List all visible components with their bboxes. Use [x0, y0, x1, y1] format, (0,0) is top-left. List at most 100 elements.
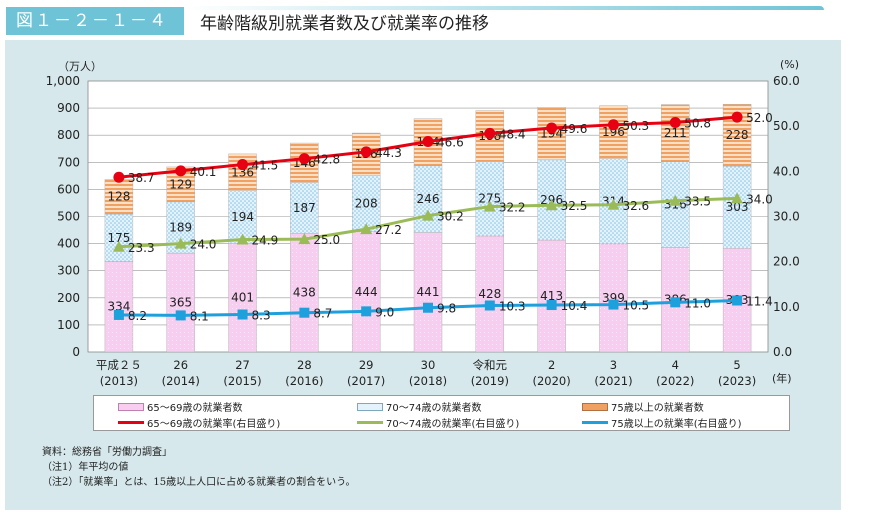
header-rule: [184, 6, 824, 10]
legend-label: 65～69歳の就業率(右目盛り): [147, 419, 281, 430]
rate-value-label: 24.0: [190, 238, 217, 252]
bar-value-label: 441: [417, 285, 440, 299]
bar-segment: [104, 179, 134, 215]
left-tick-label: 800: [57, 128, 80, 142]
legend-label: 75歳以上の就業者数: [611, 403, 704, 414]
rate-marker: [669, 194, 682, 206]
legend-item: 75歳以上の就業率(右目盛り): [582, 415, 742, 430]
legend-item: 65～69歳の就業者数: [118, 399, 242, 414]
rate-value-label: 10.4: [561, 299, 588, 313]
bar-value-label: 365: [169, 296, 192, 310]
legend-item: 70～74歳の就業率(右目盛り): [357, 415, 519, 430]
rate-marker: [670, 297, 681, 308]
rate-value-label: 11.0: [684, 296, 711, 310]
rate-marker: [236, 233, 249, 245]
bar-segment: [351, 175, 381, 232]
rate-marker: [298, 233, 311, 245]
bar-value-label: 189: [169, 220, 192, 234]
rate-value-label: 27.2: [375, 223, 402, 237]
rate-marker: [546, 300, 557, 311]
rate-value-label: 33.5: [684, 195, 711, 209]
left-tick-label: 0: [72, 345, 80, 359]
rate-marker: [484, 127, 496, 139]
x-tick-year: (2017): [347, 374, 385, 388]
left-tick-label: 700: [57, 155, 80, 169]
left-tick-label: 300: [57, 264, 80, 278]
left-tick-label: 500: [57, 210, 80, 224]
bar-value-label: 444: [355, 285, 378, 299]
rate-value-label: 32.5: [561, 199, 588, 213]
legend-label: 65～69歳の就業者数: [147, 403, 243, 414]
right-tick-label: 20.0: [773, 255, 800, 269]
rate-value-label: 8.7: [313, 307, 332, 321]
rate-marker: [237, 309, 248, 320]
rate-value-label: 24.9: [252, 234, 279, 248]
left-tick-label: 1,000: [46, 74, 80, 88]
bar-segment: [722, 165, 752, 249]
bar-value-label: 211: [664, 126, 687, 140]
left-tick-label: 200: [57, 291, 80, 305]
bar-value-label: 275: [478, 192, 501, 206]
bar-segment: [475, 161, 505, 237]
x-tick-label: 5: [733, 358, 740, 372]
x-tick-label: 27: [235, 358, 250, 372]
rate-value-label: 50.3: [622, 119, 649, 133]
legend-item: 75歳以上の就業者数: [582, 399, 704, 414]
rate-value-label: 32.2: [499, 201, 526, 215]
x-tick-label: 28: [297, 358, 312, 372]
bar-segment: [104, 213, 134, 262]
rate-value-label: 42.8: [313, 153, 340, 167]
bar-value-label: 246: [417, 192, 440, 206]
right-axis-unit: (%): [780, 58, 799, 71]
rate-value-label: 34.0: [746, 192, 773, 206]
x-tick-year: (2020): [533, 374, 571, 388]
bar-segment: [104, 261, 134, 353]
bar-segment: [599, 243, 628, 353]
left-tick-label: 400: [57, 237, 80, 251]
rate-marker: [732, 295, 743, 306]
rate-value-label: 11.4: [746, 295, 773, 309]
rate-value-label: 8.1: [190, 309, 209, 323]
x-tick-year: (2019): [471, 374, 509, 388]
left-tick-label: 900: [57, 101, 80, 115]
rate-value-label: 32.6: [622, 199, 649, 213]
bar-segment: [475, 235, 505, 353]
rate-value-label: 46.6: [437, 136, 464, 150]
legend-swatch: [118, 402, 144, 411]
bar-segment: [599, 105, 628, 159]
x-tick-year: (2023): [718, 374, 756, 388]
right-tick-label: 10.0: [773, 300, 800, 314]
header: 図１－２－１－４ 年齢階級別就業者数及び就業率の推移: [0, 0, 870, 40]
right-tick-label: 60.0: [773, 74, 800, 88]
rate-value-label: 40.1: [190, 165, 217, 179]
rate-marker: [237, 159, 249, 171]
rate-marker: [175, 165, 187, 177]
x-tick-year: (2016): [285, 374, 323, 388]
x-tick-label: 令和元: [473, 358, 508, 372]
rate-value-label: 41.5: [252, 159, 279, 173]
rate-value-label: 9.8: [437, 302, 456, 316]
x-tick-label: 30: [421, 358, 436, 372]
rate-marker: [423, 302, 433, 313]
rate-value-label: 49.6: [561, 122, 588, 136]
rate-marker: [174, 237, 187, 249]
bar-value-label: 438: [293, 286, 316, 300]
x-tick-year: (2013): [100, 374, 138, 388]
bar-value-label: 413: [540, 289, 563, 303]
rate-marker: [545, 199, 558, 211]
rate-value-label: 52.0: [746, 111, 773, 125]
x-tick-label: 4: [672, 358, 679, 372]
rate-value-label: 38.7: [128, 171, 155, 185]
bar-segment: [413, 232, 443, 353]
legend-line-blue: [582, 421, 608, 424]
x-tick-label: 26: [173, 358, 188, 372]
legend-label: 70～74歳の就業率(右目盛り): [386, 419, 520, 430]
rate-value-label: 25.0: [313, 233, 340, 247]
left-tick-label: 100: [57, 318, 80, 332]
rate-marker: [422, 136, 434, 148]
right-tick-label: 0.0: [773, 345, 792, 359]
bar-segment: [413, 165, 443, 233]
bar-value-label: 194: [540, 127, 563, 141]
rate-marker: [113, 171, 125, 183]
